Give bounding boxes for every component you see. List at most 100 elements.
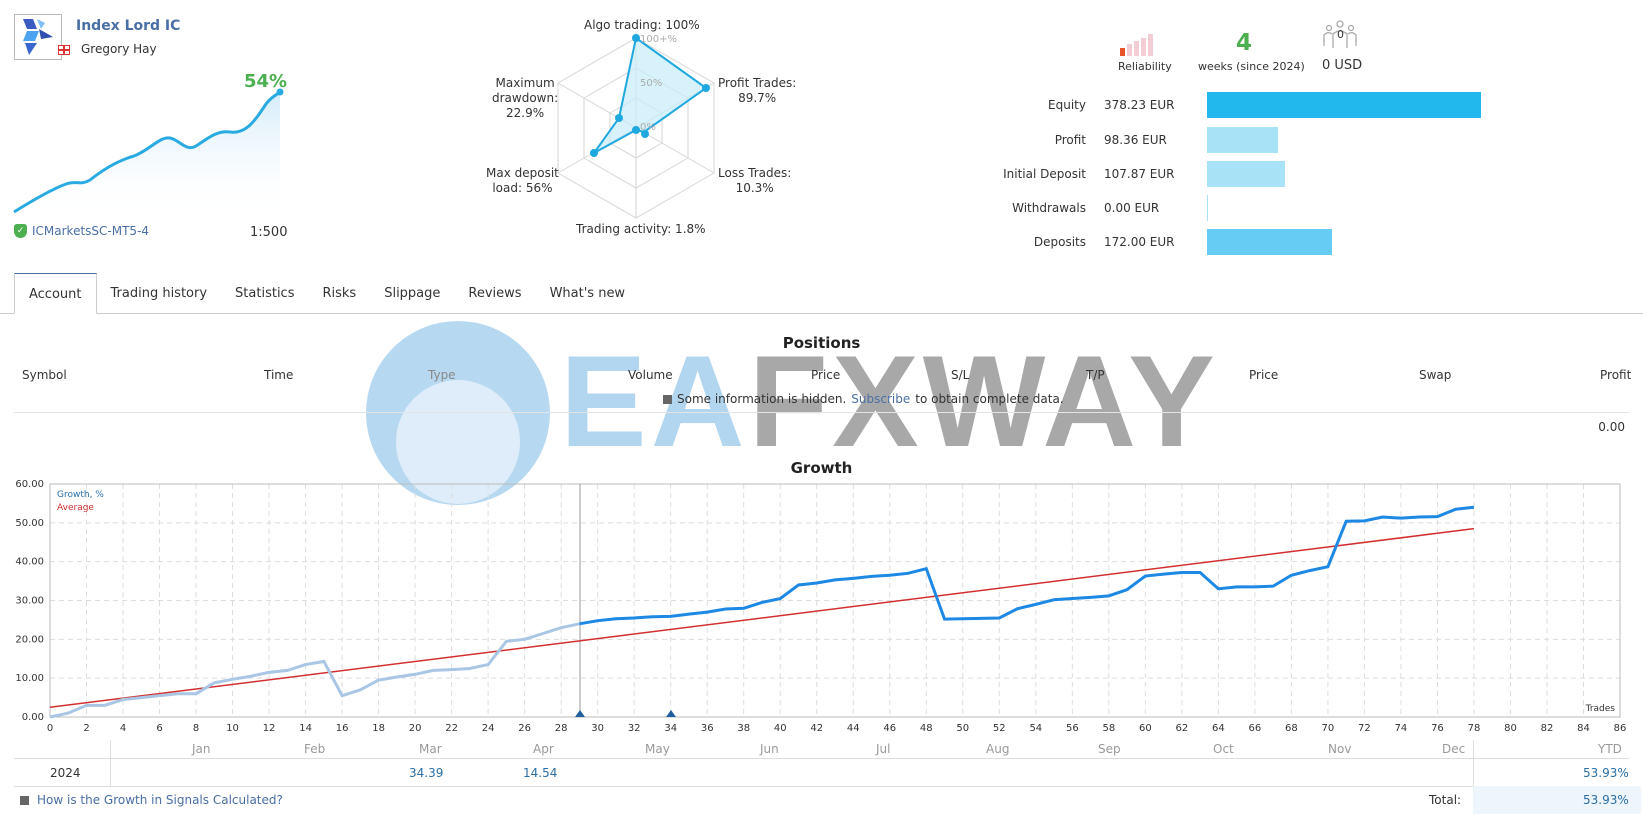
financial-row-initial-deposit: Initial Deposit 107.87 EUR: [990, 161, 1196, 187]
leverage: 1:500: [250, 225, 288, 240]
svg-text:50.00: 50.00: [15, 518, 44, 529]
svg-text:72: 72: [1358, 723, 1371, 734]
equity-label: Equity: [1048, 98, 1086, 112]
signal-logo[interactable]: [14, 14, 62, 60]
month-header-jul: Jul: [876, 742, 891, 756]
withdrawals-value: 0.00 EUR: [1104, 201, 1160, 215]
col-price-current[interactable]: Price: [1249, 368, 1279, 382]
tab-whats-new[interactable]: What's new: [549, 286, 626, 301]
svg-text:38: 38: [737, 723, 750, 734]
col-time[interactable]: Time: [264, 368, 294, 382]
col-sl[interactable]: S/L: [951, 368, 970, 382]
svg-text:40.00: 40.00: [15, 557, 44, 568]
month-header-dec: Dec: [1442, 742, 1466, 756]
month-header-aug: Aug: [986, 742, 1010, 756]
deposits-label: Deposits: [1033, 235, 1086, 249]
col-tp[interactable]: T/P: [1086, 368, 1105, 382]
svg-text:14: 14: [299, 723, 312, 734]
financial-row-equity: Equity 378.23 EUR: [990, 92, 1196, 118]
svg-text:30: 30: [591, 723, 604, 734]
tab-bar: Account Trading history Statistics Risks…: [0, 273, 1643, 314]
signal-title[interactable]: Index Lord IC: [76, 18, 181, 34]
radar-max-drawdown: Maximum drawdown: 22.9%: [492, 76, 558, 121]
broker-name[interactable]: ICMarketsSC-MT5-4: [32, 224, 150, 238]
svg-text:16: 16: [336, 723, 349, 734]
tab-slippage[interactable]: Slippage: [384, 286, 441, 301]
table-line: [14, 786, 1629, 787]
svg-text:60.00: 60.00: [15, 479, 44, 490]
svg-text:24: 24: [482, 723, 495, 734]
total-value: 53.93%: [1583, 793, 1629, 807]
weeks-count: 4: [1236, 30, 1253, 56]
tab-account[interactable]: Account: [14, 273, 97, 314]
ytd-value: 53.93%: [1583, 766, 1629, 780]
col-swap[interactable]: Swap: [1419, 368, 1452, 382]
profit-value: 98.36 EUR: [1104, 133, 1167, 147]
svg-text:6: 6: [156, 723, 162, 734]
uk-flag-icon: [58, 45, 70, 55]
svg-text:52: 52: [993, 723, 1006, 734]
tab-trading-history[interactable]: Trading history: [110, 286, 208, 301]
svg-text:48: 48: [920, 723, 933, 734]
svg-text:8: 8: [193, 723, 199, 734]
withdrawals-label: Withdrawals: [1012, 201, 1086, 215]
profit-bar: [1207, 127, 1278, 153]
profit-label: Profit: [1054, 133, 1086, 147]
col-type[interactable]: Type: [428, 368, 456, 382]
svg-text:0: 0: [47, 723, 53, 734]
month-header-sep: Sep: [1098, 742, 1121, 756]
month-header-nov: Nov: [1328, 742, 1352, 756]
svg-text:26: 26: [518, 723, 531, 734]
svg-text:20.00: 20.00: [15, 634, 44, 645]
svg-text:34: 34: [664, 723, 677, 734]
col-profit[interactable]: Profit: [1600, 368, 1632, 382]
radar-max-deposit-load: Max deposit load: 56%: [486, 166, 559, 196]
svg-text:44: 44: [847, 723, 860, 734]
radar-svg: 100+% 50% 0%: [557, 34, 715, 219]
tab-reviews[interactable]: Reviews: [468, 286, 522, 301]
hidden-note-suffix: to obtain complete data.: [915, 392, 1064, 406]
author-name[interactable]: Gregory Hay: [76, 42, 157, 56]
col-price-open[interactable]: Price: [811, 368, 841, 382]
svg-text:12: 12: [263, 723, 276, 734]
svg-text:62: 62: [1175, 723, 1188, 734]
broker-server[interactable]: ✓ ICMarketsSC-MT5-4: [14, 224, 149, 238]
tab-statistics[interactable]: Statistics: [235, 286, 295, 301]
svg-text:46: 46: [883, 723, 896, 734]
deposits-bar: [1207, 229, 1332, 255]
radar-loss-trades: Loss Trades: 10.3%: [718, 166, 791, 196]
subscribe-link[interactable]: Subscribe: [851, 392, 911, 406]
svg-text:0%: 0%: [640, 122, 656, 133]
growth-calculation-label[interactable]: How is the Growth in Signals Calculated?: [37, 793, 283, 807]
loss-trades-label: Loss Trades:: [718, 166, 792, 180]
profit-trades-label: Profit Trades:: [718, 76, 797, 90]
positions-divider: [14, 412, 1629, 413]
verified-shield-icon: ✓: [14, 224, 27, 238]
hidden-note-prefix: Some information is hidden.: [677, 392, 847, 406]
reliability-bars-icon: [1120, 34, 1153, 56]
growth-percent: 54%: [244, 71, 288, 92]
ytd-header: YTD: [1598, 742, 1622, 756]
table-divider-left: [110, 740, 111, 786]
financial-row-withdrawals: Withdrawals 0.00 EUR: [990, 195, 1196, 221]
svg-text:Trades: Trades: [1585, 704, 1616, 714]
deposits-value: 172.00 EUR: [1104, 235, 1175, 249]
tab-risks[interactable]: Risks: [322, 286, 357, 301]
col-volume[interactable]: Volume: [628, 368, 673, 382]
author-label[interactable]: Gregory Hay: [81, 42, 157, 56]
growth-title: Growth: [790, 459, 853, 477]
profit-trades-value: 89.7%: [738, 91, 777, 105]
svg-text:0.00: 0.00: [22, 712, 44, 723]
hidden-info-note: Some information is hidden. Subscribe to…: [663, 392, 1064, 406]
max-drawdown-label-1: Maximum: [495, 76, 555, 90]
positions-total-profit: 0.00: [1598, 420, 1625, 434]
initial-deposit-bar: [1207, 161, 1285, 187]
col-symbol[interactable]: Symbol: [22, 368, 67, 382]
reliability-label: Reliability: [1118, 60, 1172, 73]
svg-text:28: 28: [555, 723, 568, 734]
growth-calculation-link[interactable]: How is the Growth in Signals Calculated?: [20, 793, 283, 807]
month-header-feb: Feb: [304, 742, 326, 756]
svg-text:4: 4: [120, 723, 126, 734]
loss-trades-value: 10.3%: [735, 181, 774, 195]
